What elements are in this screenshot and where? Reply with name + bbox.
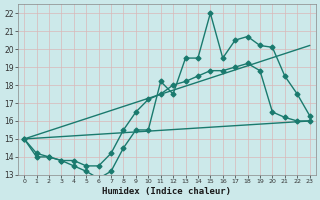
X-axis label: Humidex (Indice chaleur): Humidex (Indice chaleur) [102, 187, 231, 196]
